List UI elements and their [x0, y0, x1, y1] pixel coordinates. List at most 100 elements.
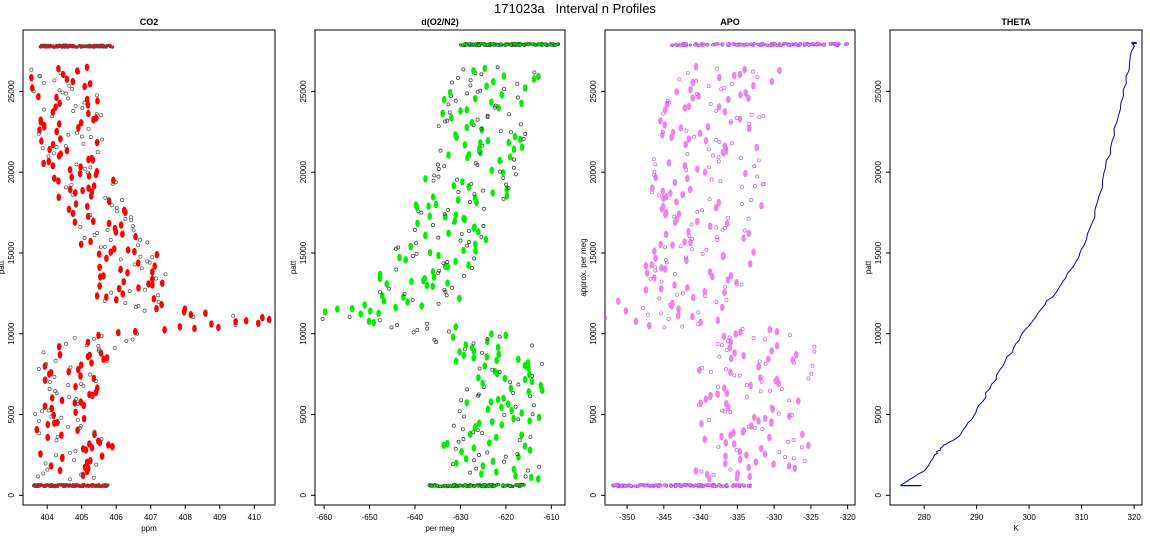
data-point — [651, 274, 657, 282]
data-point — [741, 352, 747, 360]
data-point — [160, 279, 165, 287]
data-point — [67, 394, 72, 399]
data-point — [729, 119, 733, 124]
data-point — [501, 196, 506, 201]
data-point — [430, 193, 436, 201]
data-point — [759, 202, 764, 210]
data-point — [476, 392, 481, 397]
data-point — [51, 411, 57, 419]
y-tick-label: 10000 — [299, 322, 308, 345]
data-point — [44, 362, 48, 366]
data-point — [88, 457, 93, 465]
data-point — [737, 455, 743, 464]
data-point — [485, 43, 490, 47]
panel-3: APO -350 -345 -340 -335 -330 -325 -320 0 5000 1000… — [579, 17, 856, 522]
data-point — [695, 217, 700, 226]
data-point — [700, 208, 705, 213]
data-point — [522, 84, 528, 92]
data-point — [81, 484, 85, 489]
data-point — [66, 424, 71, 429]
data-point — [94, 112, 99, 117]
data-point — [761, 114, 766, 118]
data-point — [615, 297, 621, 305]
data-point — [726, 42, 730, 46]
data-point — [58, 135, 63, 143]
data-point — [690, 94, 696, 102]
data-point — [643, 286, 649, 294]
data-point — [41, 121, 47, 130]
plot-frame — [314, 29, 566, 506]
data-point — [490, 457, 496, 465]
data-point — [537, 42, 541, 47]
data-point — [512, 157, 516, 162]
data-point — [84, 95, 90, 104]
data-point — [403, 256, 409, 264]
data-point — [721, 332, 727, 341]
data-point — [477, 453, 482, 457]
data-point — [156, 299, 161, 304]
data-point — [123, 217, 128, 221]
data-point — [761, 181, 766, 186]
data-point — [717, 354, 722, 359]
data-point — [519, 143, 525, 151]
data-point — [55, 434, 60, 439]
data-point — [432, 173, 437, 178]
data-point — [320, 316, 325, 321]
data-point — [670, 241, 675, 249]
data-point — [55, 484, 60, 488]
data-point — [43, 461, 48, 466]
data-point — [419, 302, 425, 310]
data-point — [712, 484, 716, 489]
data-point — [216, 323, 221, 332]
data-point — [63, 185, 68, 190]
data-point — [91, 217, 96, 226]
data-point — [118, 257, 123, 262]
data-point — [746, 124, 752, 133]
data-point — [662, 121, 667, 129]
data-point — [118, 265, 123, 274]
data-point — [483, 235, 489, 244]
data-point — [783, 455, 787, 459]
data-point — [719, 432, 724, 441]
data-point — [512, 132, 518, 141]
data-point — [108, 248, 114, 256]
data-point — [792, 464, 798, 473]
data-point — [436, 235, 441, 240]
data-point — [653, 265, 658, 270]
data-point — [146, 280, 151, 288]
data-point — [114, 205, 119, 210]
data-point — [518, 43, 522, 47]
data-point — [480, 462, 486, 470]
data-point — [742, 65, 748, 74]
data-point — [480, 379, 486, 388]
data-point — [519, 483, 524, 487]
data-point — [715, 390, 721, 398]
data-point — [469, 484, 473, 488]
data-point — [459, 448, 464, 456]
data-point — [674, 215, 679, 224]
data-point — [142, 308, 147, 313]
data-point — [769, 347, 775, 355]
data-point — [472, 240, 478, 248]
data-point — [462, 141, 468, 149]
data-point — [468, 83, 473, 88]
data-point — [728, 272, 734, 280]
data-point — [73, 408, 78, 416]
y-tick-label: 25000 — [299, 80, 308, 103]
data-point — [78, 119, 84, 127]
data-point — [434, 340, 439, 345]
data-point — [123, 301, 128, 306]
data-point — [740, 185, 745, 190]
data-point — [547, 42, 552, 47]
data-point — [120, 230, 125, 238]
data-point — [378, 290, 382, 295]
data-point — [80, 105, 85, 110]
data-point — [143, 287, 147, 292]
data-point — [454, 459, 459, 467]
y-tick-label: 20000 — [299, 161, 308, 184]
data-point — [104, 354, 110, 362]
y-tick-label: 20000 — [7, 161, 16, 184]
y-tick-label: 0 — [589, 493, 598, 498]
data-point — [659, 264, 664, 272]
data-point — [698, 399, 703, 407]
